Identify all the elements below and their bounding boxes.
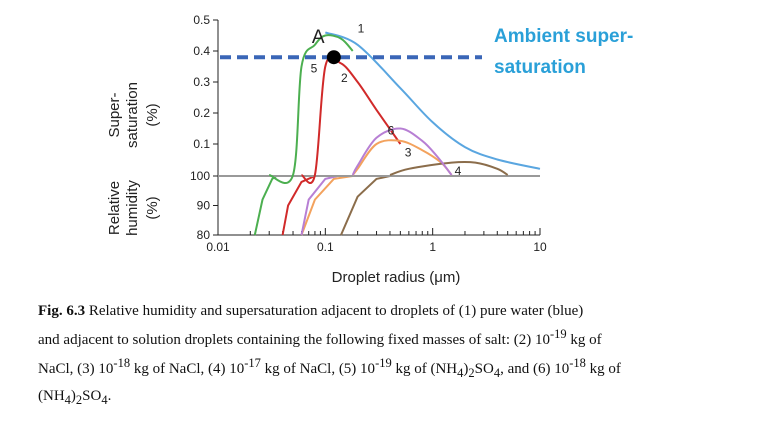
lower-ylabel-line1: Relative	[106, 181, 123, 235]
caption-text-4b: )	[70, 388, 76, 404]
caption-text-3a: NaCl, (3) 10	[38, 361, 114, 377]
curve-label-5: 5	[311, 62, 318, 76]
caption-text-3b: kg of NaCl, (4) 10	[130, 361, 245, 377]
caption-sub-3: 4	[493, 366, 501, 380]
upper-ytick-label: 0.2	[193, 106, 210, 120]
upper-ytick-label: 0.3	[193, 75, 210, 89]
caption-text-2b: kg of	[566, 332, 602, 348]
upper-ytick-label: 0.5	[193, 13, 210, 27]
caption-line-4: (NH4)2SO4.	[38, 385, 763, 412]
caption-text-2a: and adjacent to solution droplets contai…	[38, 332, 550, 348]
caption-exp-1: -19	[549, 327, 567, 341]
caption-text-3g: , and (6) 10	[500, 361, 570, 377]
upper-curve-2	[300, 55, 402, 184]
curve-label-6: 6	[388, 124, 395, 138]
upper-curve-4	[389, 160, 509, 176]
caption-sub-1: 4	[457, 366, 464, 380]
x-axis-title: Droplet radius (μm)	[332, 269, 461, 286]
caption-exp-3: -17	[244, 356, 261, 370]
upper-curve-1	[324, 31, 541, 170]
upper-ylabel-line3: (%)	[144, 103, 161, 126]
lower-curve-5	[253, 175, 277, 236]
caption-text-3c: kg of NaCl, (5) 10	[260, 361, 376, 377]
caption-exp-5: -18	[569, 356, 586, 370]
upper-ytick-label: 0.4	[193, 44, 210, 58]
caption-line-1: Fig. 6.3 Relative humidity and supersatu…	[38, 300, 763, 323]
lower-curve-4	[340, 175, 391, 236]
curve-label-3: 3	[405, 145, 412, 159]
lower-curve-3	[300, 175, 353, 236]
lower-ylabel-line2: humidity	[124, 180, 141, 236]
caption-text-3d: kg of (NH	[391, 361, 458, 377]
curve-label-2: 2	[341, 71, 348, 85]
upper-ylabel-line2: saturation	[124, 82, 141, 148]
figure-caption: Fig. 6.3 Relative humidity and supersatu…	[38, 300, 763, 412]
point-a-marker	[326, 50, 341, 65]
caption-exp-2: -18	[113, 356, 131, 370]
axes-group: 0.1 0.2 0.3 0.4 0.5 80 90 100 0.01 0.1 1 10	[190, 13, 547, 254]
lower-ytick-label: 100	[190, 169, 210, 183]
lower-curve-2	[281, 175, 316, 236]
lower-curve-6	[300, 175, 338, 236]
caption-sub-2: 2	[468, 366, 475, 380]
caption-exp-4: -19	[375, 356, 392, 370]
caption-sub-4: 4	[64, 393, 71, 407]
caption-text-3f: SO	[474, 361, 494, 377]
caption-sub-5: 2	[75, 393, 83, 407]
x-tick-label: 10	[533, 240, 547, 254]
caption-text-3h: kg of	[585, 361, 621, 377]
annotation-line2: saturation	[494, 57, 586, 78]
x-tick-label: 0.01	[206, 240, 230, 254]
point-a-label: A	[312, 27, 325, 48]
caption-text-4a: (NH	[38, 388, 65, 404]
curves-group: 1 2 3 4 5 6 A	[218, 21, 541, 236]
caption-fig-label: Fig. 6.3	[38, 303, 86, 319]
caption-text-4c: SO	[82, 388, 102, 404]
curve-label-1: 1	[358, 21, 365, 35]
lower-ytick-label: 90	[197, 199, 211, 213]
upper-curve-6	[351, 127, 453, 176]
caption-text-1: Relative humidity and supersaturation ad…	[85, 303, 584, 319]
caption-line-2: and adjacent to solution droplets contai…	[38, 323, 763, 352]
supersaturation-chart: Super- saturation (%) Relative humidity …	[106, 13, 633, 286]
upper-ylabel-line1: Super-	[106, 92, 123, 137]
caption-line-3: NaCl, (3) 10-18 kg of NaCl, (4) 10-17 kg…	[38, 352, 763, 385]
x-tick-label: 0.1	[317, 240, 334, 254]
x-tick-label: 1	[429, 240, 436, 254]
caption-sub-6: 4	[101, 393, 108, 407]
caption-text-4d: .	[107, 388, 112, 404]
annotation-line1: Ambient super-	[494, 26, 633, 47]
caption-text-3e: )	[463, 361, 469, 377]
curve-label-4: 4	[455, 164, 462, 178]
lower-ytick-label: 80	[197, 228, 211, 242]
upper-curve-5	[268, 34, 354, 184]
lower-ylabel-line3: (%)	[144, 196, 161, 219]
upper-ytick-label: 0.1	[193, 137, 210, 151]
